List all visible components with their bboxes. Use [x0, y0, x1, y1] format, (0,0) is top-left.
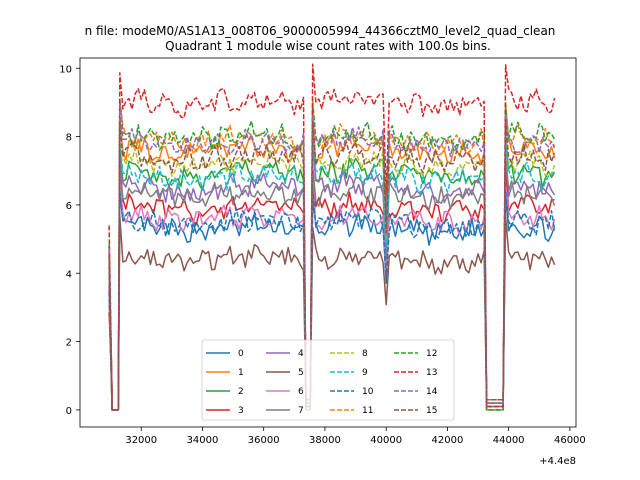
series-line-4	[108, 145, 556, 411]
x-tick-label: 32000	[125, 435, 157, 446]
tick-layer: 32000 34000 36000 38000 40000 42000 44000 46000…	[59, 64, 586, 446]
legend-label: 10	[362, 387, 374, 397]
legend-item-9: 9	[330, 368, 368, 378]
legend-item-5: 5	[266, 368, 304, 378]
x-offset-label: +4.4e8	[539, 456, 576, 467]
legend-label: 8	[362, 349, 368, 359]
legend-label: 1	[238, 368, 244, 378]
series-line-3	[108, 163, 555, 411]
x-tick-label: 42000	[432, 435, 464, 446]
chart-title: Quadrant 1 module wise count rates with …	[165, 39, 491, 53]
series-line-2	[108, 129, 556, 411]
legend-label: 13	[426, 368, 437, 378]
series-line-7	[108, 152, 556, 411]
legend-label: 11	[362, 406, 373, 416]
legend-label: 3	[238, 406, 244, 416]
series-line-11	[108, 97, 556, 411]
legend-item-12: 12	[394, 349, 437, 359]
legend-item-6: 6	[266, 387, 304, 397]
legend-label: 15	[426, 406, 437, 416]
series-line-10	[108, 187, 556, 411]
y-tick-label: 8	[66, 133, 72, 144]
x-tick-label: 40000	[370, 435, 402, 446]
series-line-13	[108, 63, 556, 411]
legend-item-7: 7	[266, 406, 304, 416]
legend-item-15: 15	[394, 406, 437, 416]
legend-label: 6	[298, 387, 304, 397]
y-tick-label: 2	[66, 338, 72, 349]
legend-label: 2	[238, 387, 244, 397]
chart-suptitle: n file: modeM0/AS1A13_008T06_9000005994_…	[85, 24, 556, 38]
y-tick-label: 0	[66, 406, 72, 417]
legend-item-0: 0	[206, 349, 244, 359]
series-line-14	[108, 102, 556, 411]
legend-label: 9	[362, 368, 368, 378]
series-line-8	[108, 120, 556, 411]
x-tick-label: 44000	[493, 435, 525, 446]
legend-item-11: 11	[330, 406, 373, 416]
legend-item-1: 1	[206, 368, 244, 378]
x-tick-label: 46000	[554, 435, 586, 446]
y-tick-label: 4	[66, 269, 72, 280]
legend-label: 0	[238, 349, 244, 359]
legend-item-8: 8	[330, 349, 368, 359]
legend-label: 14	[426, 387, 438, 397]
legend-label: 5	[298, 368, 304, 378]
plot-frame	[79, 57, 577, 428]
legend-item-3: 3	[206, 406, 244, 416]
series-layer	[108, 63, 556, 411]
legend-item-14: 14	[394, 387, 438, 397]
legend-label: 7	[298, 406, 304, 416]
y-tick-label: 6	[66, 201, 72, 212]
series-line-15	[108, 120, 556, 411]
x-tick-label: 38000	[309, 435, 341, 446]
x-tick-label: 34000	[187, 435, 219, 446]
legend-label: 4	[298, 349, 304, 359]
series-line-12	[108, 100, 556, 411]
legend-item-2: 2	[206, 387, 244, 397]
legend-item-4: 4	[266, 349, 304, 359]
legend-item-10: 10	[330, 387, 374, 397]
legend-frame	[201, 339, 455, 421]
y-tick-label: 10	[59, 64, 72, 75]
x-tick-label: 36000	[248, 435, 280, 446]
series-line-9	[108, 133, 556, 411]
legend-label: 12	[426, 349, 437, 359]
series-line-5	[108, 215, 556, 411]
legend-item-13: 13	[394, 368, 437, 378]
